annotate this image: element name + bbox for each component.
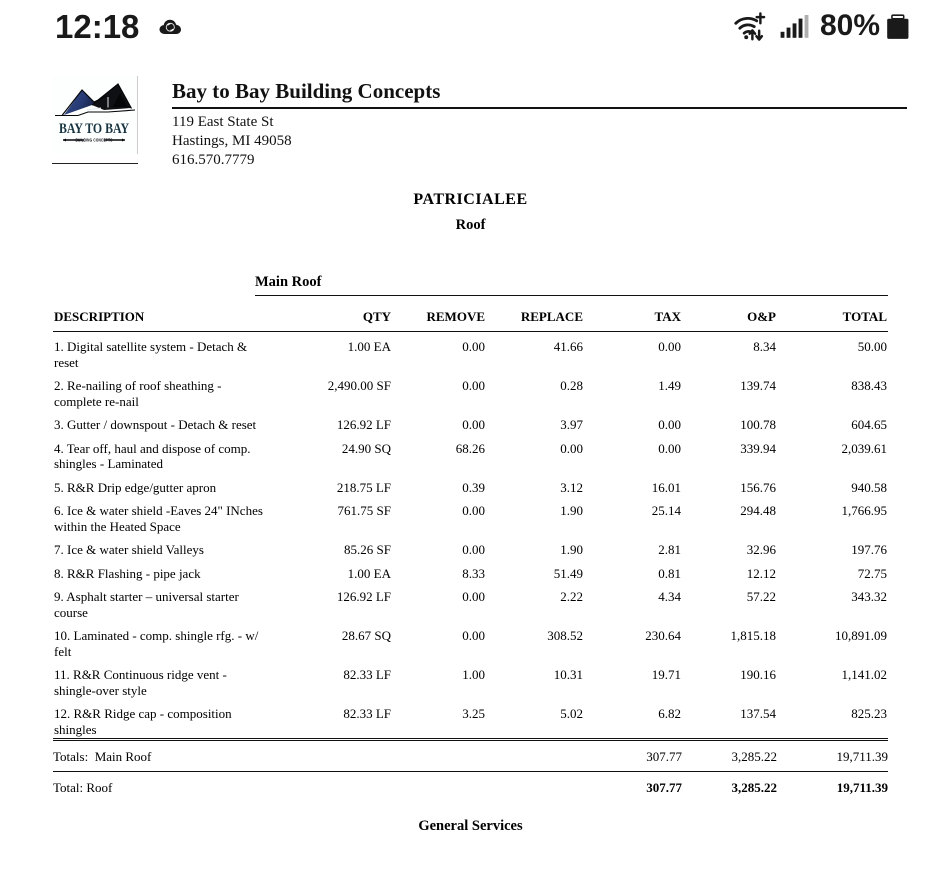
svg-text:BUILDING CONCEPTS: BUILDING CONCEPTS bbox=[76, 138, 113, 143]
svg-text:BAY TO BAY: BAY TO BAY bbox=[59, 121, 129, 137]
